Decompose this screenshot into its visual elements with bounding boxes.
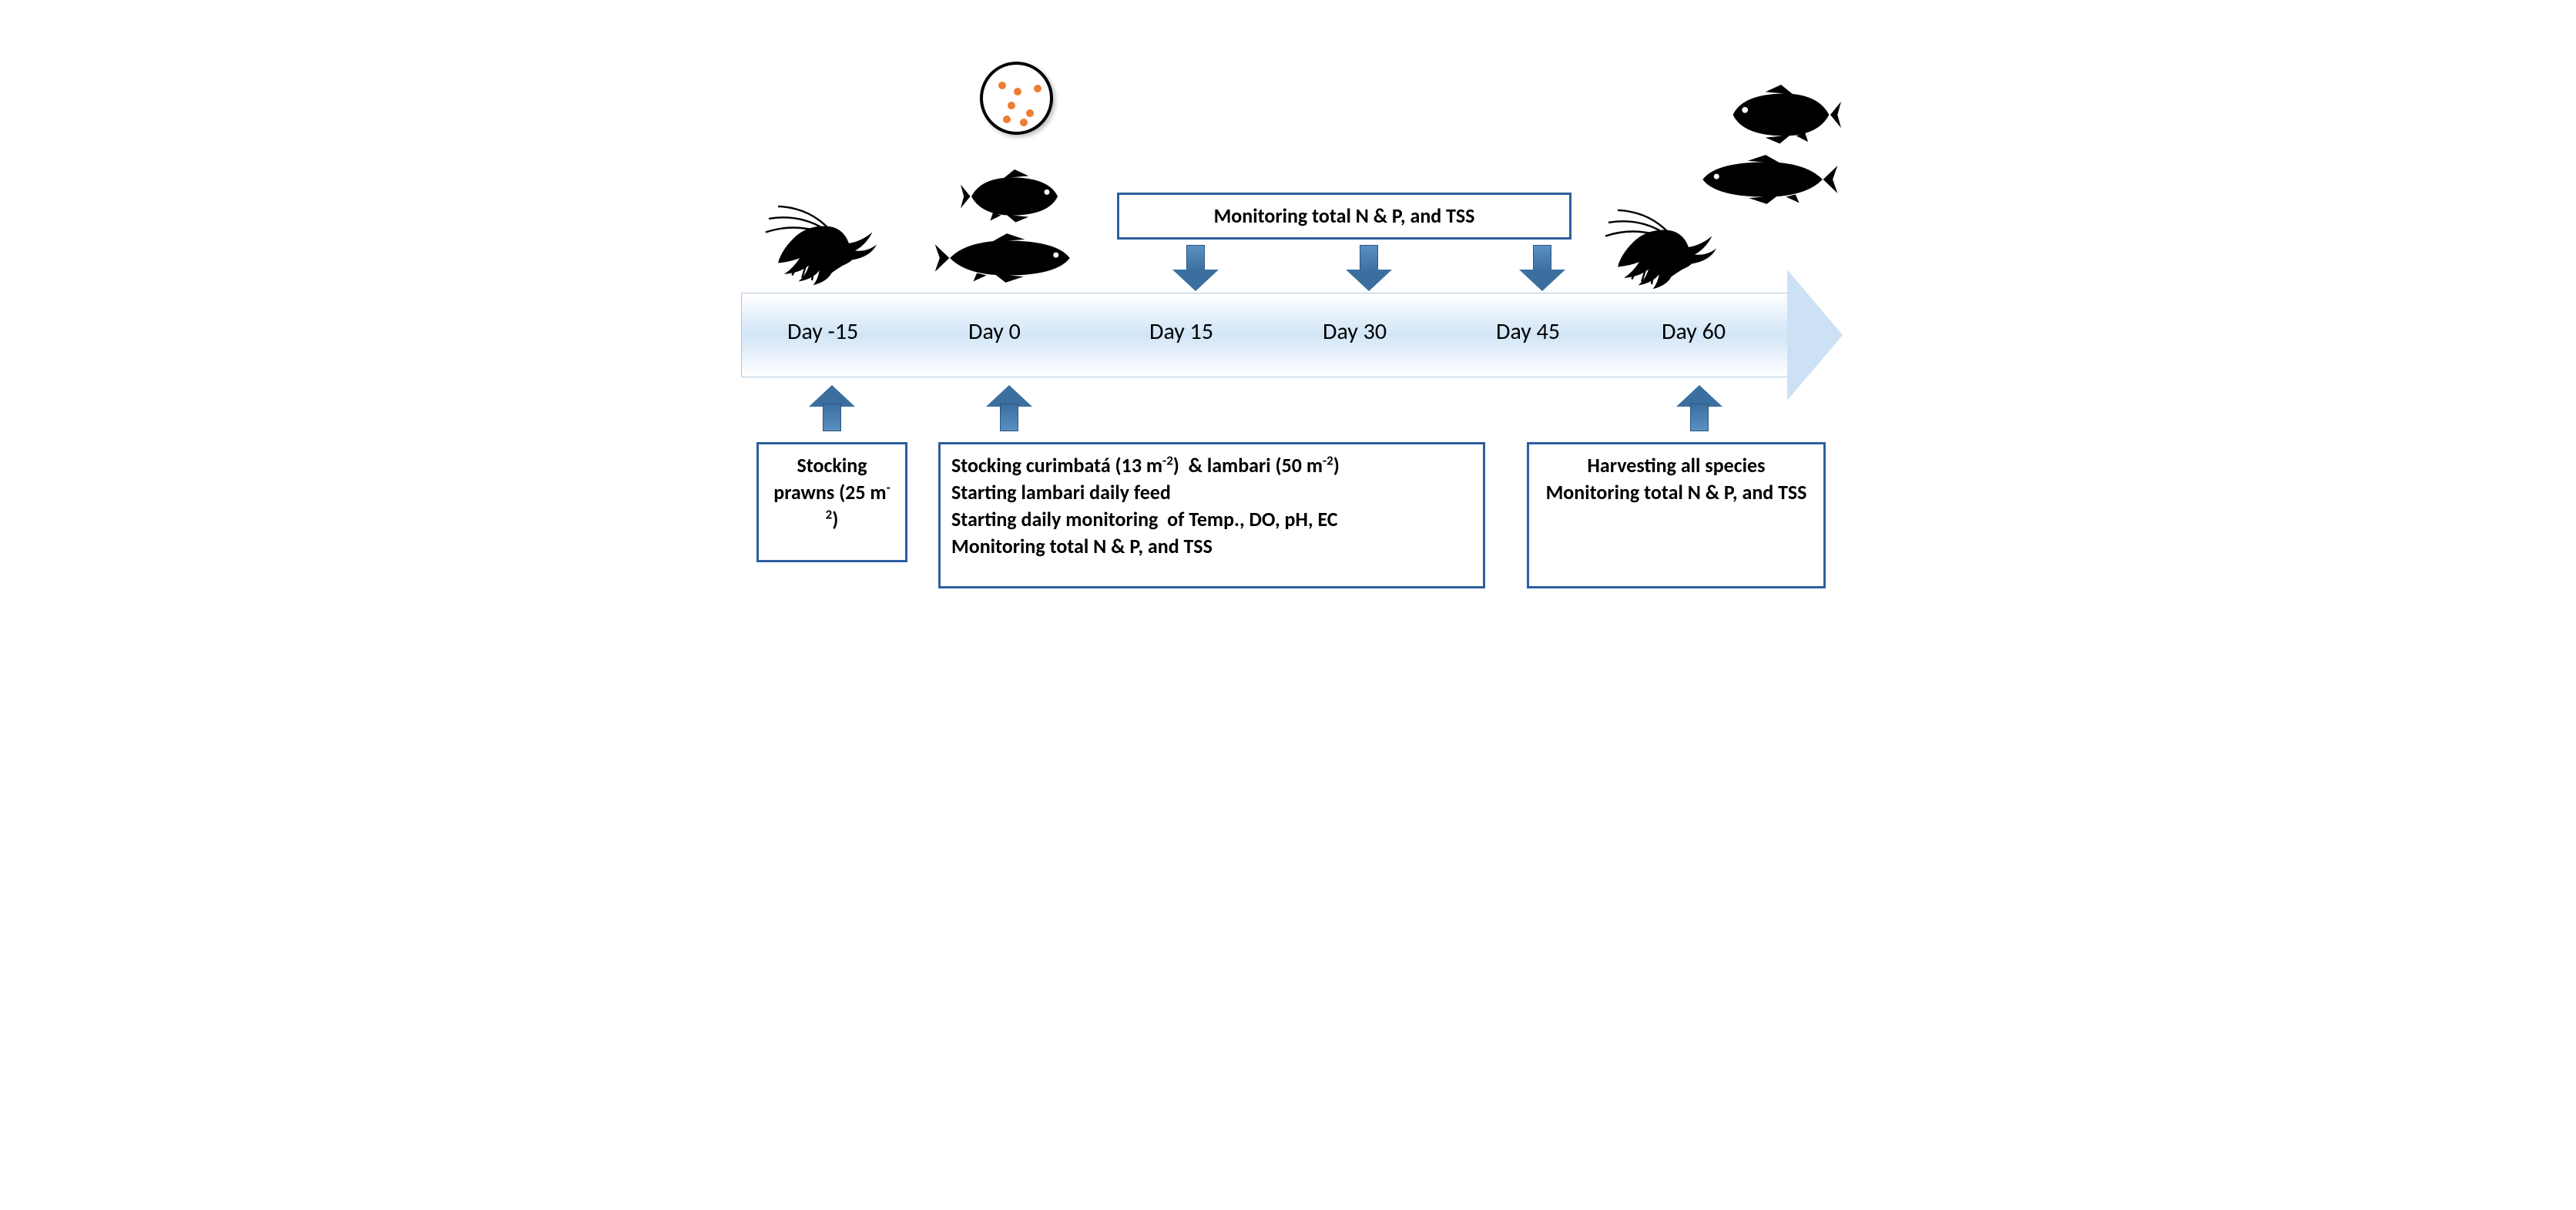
fish-curimbata-icon — [1719, 85, 1843, 145]
up-arrow-icon — [986, 385, 1032, 431]
monitoring-box-top: Monitoring total N & P, and TSS — [1117, 193, 1571, 240]
fish-lambari-icon — [934, 231, 1080, 285]
day-label: Day 30 — [1323, 317, 1387, 346]
petri-dish-icon — [980, 62, 1053, 135]
up-arrow-icon — [1676, 385, 1722, 431]
fish-lambari-icon — [1689, 153, 1843, 206]
prawn-icon — [756, 200, 880, 289]
fish-curimbata-icon — [957, 169, 1072, 223]
prawn-icon — [1596, 204, 1719, 293]
day-label: Day 45 — [1496, 317, 1560, 346]
down-arrow-icon — [1346, 245, 1392, 291]
timeline-body — [741, 293, 1789, 377]
day-label: Day 60 — [1662, 317, 1726, 346]
down-arrow-icon — [1519, 245, 1565, 291]
timeline-arrowhead — [1787, 270, 1843, 401]
timeline-diagram: Day -15 Day 0 Day 15 Day 30 Day 45 Day 60 Mon… — [710, 31, 1866, 608]
down-arrow-icon — [1172, 245, 1219, 291]
day-label: Day -15 — [787, 317, 858, 346]
stocking-prawns-box: Stocking prawns (25 m-2) — [756, 442, 907, 562]
day-label: Day 0 — [968, 317, 1021, 346]
day0-activities-box: Stocking curimbatá (13 m-2) & lambari (5… — [938, 442, 1485, 588]
up-arrow-icon — [809, 385, 855, 431]
harvesting-box: Harvesting all speciesMonitoring total N… — [1527, 442, 1826, 588]
day-label: Day 15 — [1149, 317, 1213, 346]
